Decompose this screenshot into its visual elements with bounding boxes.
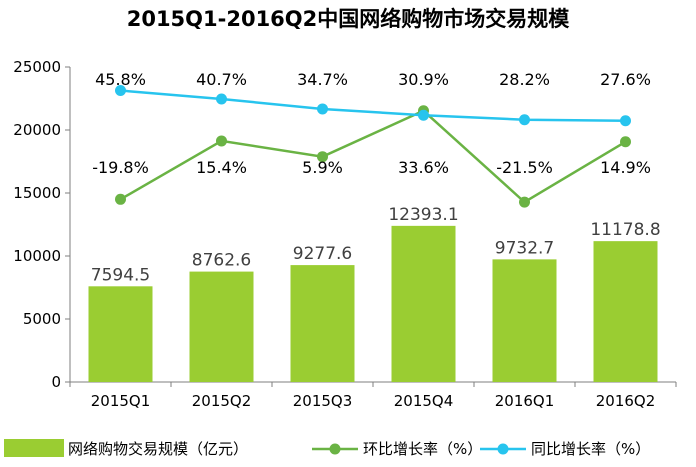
series-point [317,151,328,163]
series-line [119,109,627,204]
series-point-label: 5.9% [302,158,343,177]
x-tick-label: 2015Q1 [91,392,151,410]
series-point [216,135,227,147]
series-point-label: 45.8% [95,70,146,89]
series-point [620,136,631,148]
line-series [115,85,631,208]
chart-title: 2015Q1-2016Q2中国网络购物市场交易规模 [127,7,571,31]
legend-label: 同比增长率（%） [531,440,650,458]
bar [189,271,254,382]
legend: 网络购物交易规模（亿元） 环比增长率（%） 同比增长率（%） [4,439,650,458]
x-tick-label: 2016Q2 [596,392,656,410]
legend-label: 环比增长率（%） [363,440,482,458]
series-point-label: -19.8% [92,158,149,177]
bar-value-label: 7594.5 [91,265,150,285]
series-point-label: 33.6% [398,158,449,177]
series-line [120,89,626,122]
bar-value-label: 8762.6 [192,251,251,271]
line-labels: -19.8% 15.4% 5.9% 33.6% -21.5% 14.9% 45.8% 40.7… [92,70,651,177]
y-tick-label: 5000 [23,310,61,328]
series-point [519,196,530,208]
series-point-label: 34.7% [297,70,348,89]
legend-swatch-marker [497,443,509,455]
series-point [418,109,429,121]
series-point-label: 40.7% [196,70,247,89]
y-axis: 0 5000 10000 15000 20000 25000 [13,58,71,391]
y-tick-label: 0 [51,373,61,391]
series-point-label: 15.4% [196,158,247,177]
bar [290,265,355,382]
legend-label: 网络购物交易规模（亿元） [68,440,248,458]
series-point [216,93,227,105]
series-point [620,115,631,127]
y-tick-label: 15000 [13,184,61,202]
series-point [317,103,328,115]
bar [492,259,557,382]
series-point-label: 27.6% [600,70,651,89]
x-axis: 2015Q1 2015Q2 2015Q3 2015Q4 2016Q1 2016Q2 [69,381,677,410]
y-tick-label: 25000 [13,58,61,76]
bar-value-label: 9277.6 [293,244,352,264]
bar-value-label: 9732.7 [495,238,554,258]
bar [391,225,456,382]
series-point [519,114,530,126]
series-point-label: 28.2% [499,70,550,89]
series-point [115,85,126,97]
bar-series [88,225,658,382]
series-point [115,193,126,205]
bar-value-label: 12393.1 [388,205,458,225]
x-tick-label: 2016Q1 [495,392,555,410]
x-tick-label: 2015Q3 [293,392,353,410]
bar [593,241,658,382]
series-point-label: 14.9% [600,158,651,177]
x-tick-label: 2015Q2 [192,392,252,410]
legend-swatch-marker [329,443,341,455]
bar-value-label: 11178.8 [590,220,660,240]
series-point-label: -21.5% [496,158,553,177]
bar [88,286,153,382]
series-point-label: 30.9% [398,70,449,89]
y-tick-label: 20000 [13,121,61,139]
bar-labels: 7594.5 8762.6 9277.6 12393.1 9732.7 11178.8 [91,205,661,285]
x-tick-label: 2015Q4 [394,392,454,410]
y-tick-label: 10000 [13,247,61,265]
legend-swatch-bar [4,439,64,457]
